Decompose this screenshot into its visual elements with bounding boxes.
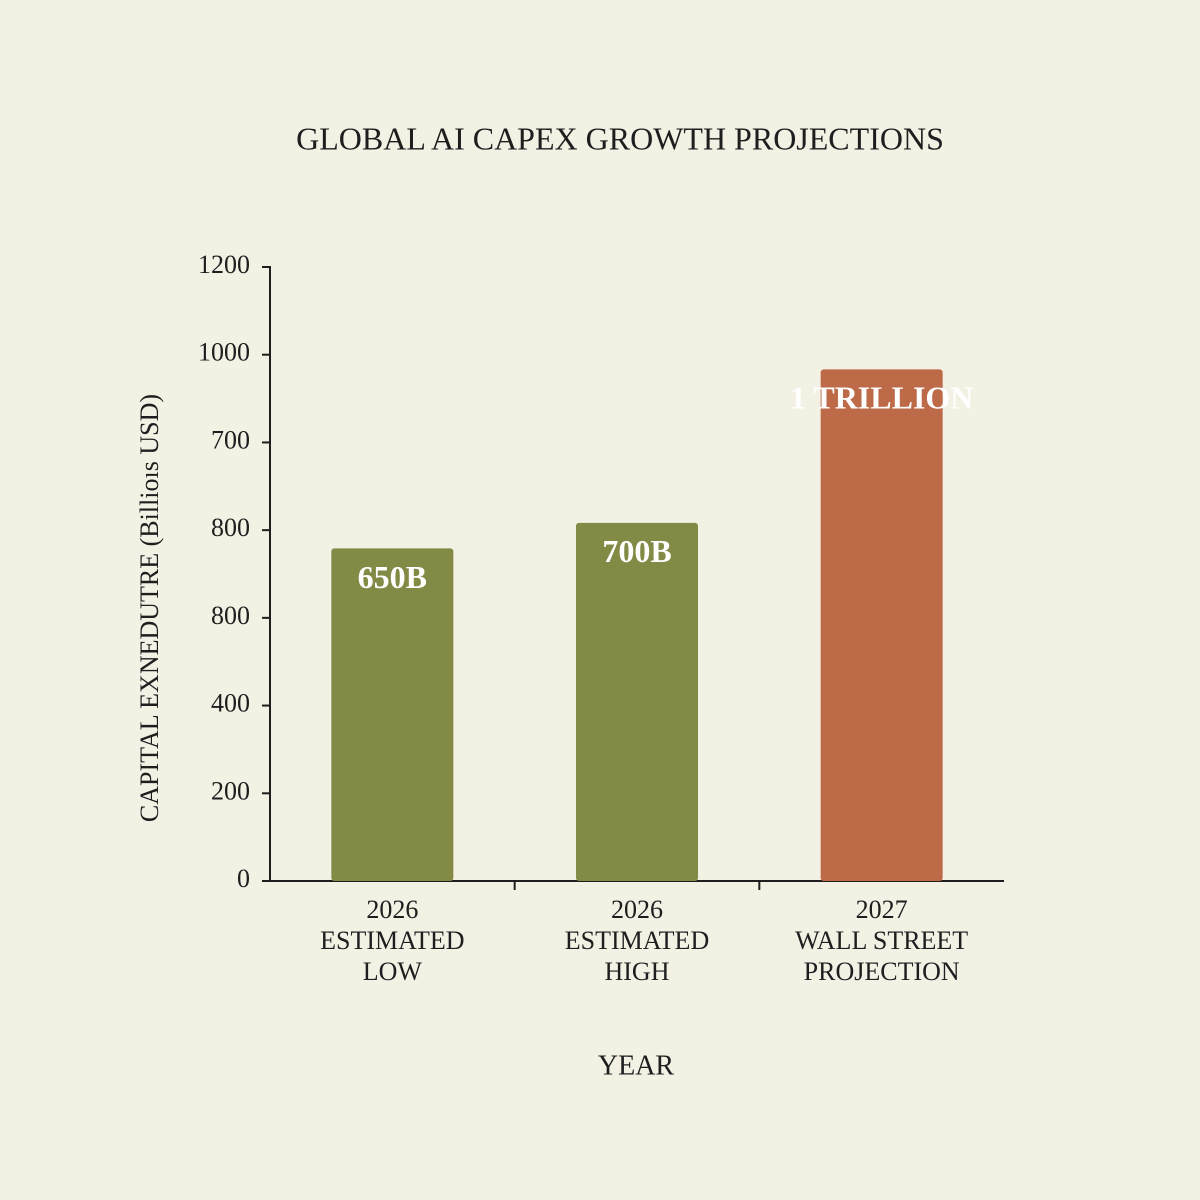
data-label: 650B <box>358 559 427 595</box>
x-tick-label: WALL STREET <box>795 926 968 955</box>
bar <box>576 522 698 881</box>
data-label: 1 TRILLION <box>790 380 973 416</box>
y-tick-label: 1200 <box>198 250 250 279</box>
x-tick-label: PROJECTION <box>804 957 960 986</box>
x-tick-label: ESTIMATED <box>565 926 709 955</box>
y-tick-label: 0 <box>237 864 250 893</box>
y-tick-label: 1000 <box>198 338 250 367</box>
x-tick-label: LOW <box>363 957 423 986</box>
x-axis-label: YEAR <box>598 1050 675 1081</box>
y-tick-label: 700 <box>211 425 250 454</box>
x-tick-label: ESTIMATED <box>320 926 464 955</box>
bar <box>820 369 943 881</box>
chart-title: GLOBAL AI CAPEX GROWTH PROJECTIONS <box>296 120 944 156</box>
y-tick-label: 800 <box>211 601 250 630</box>
y-tick-label: 800 <box>211 513 250 542</box>
x-tick-label: 2026 <box>366 895 418 924</box>
bar <box>331 548 454 881</box>
x-tick-label: HIGH <box>605 957 670 986</box>
data-label: 700B <box>602 533 671 569</box>
y-axis-label: CAPITAL EXNEDUTRE (Billioıs USD) <box>135 394 164 822</box>
x-tick-label: 2027 <box>856 895 908 924</box>
x-tick-label: 2026 <box>611 895 663 924</box>
y-tick-label: 400 <box>211 689 250 718</box>
y-tick-label: 200 <box>211 776 250 805</box>
